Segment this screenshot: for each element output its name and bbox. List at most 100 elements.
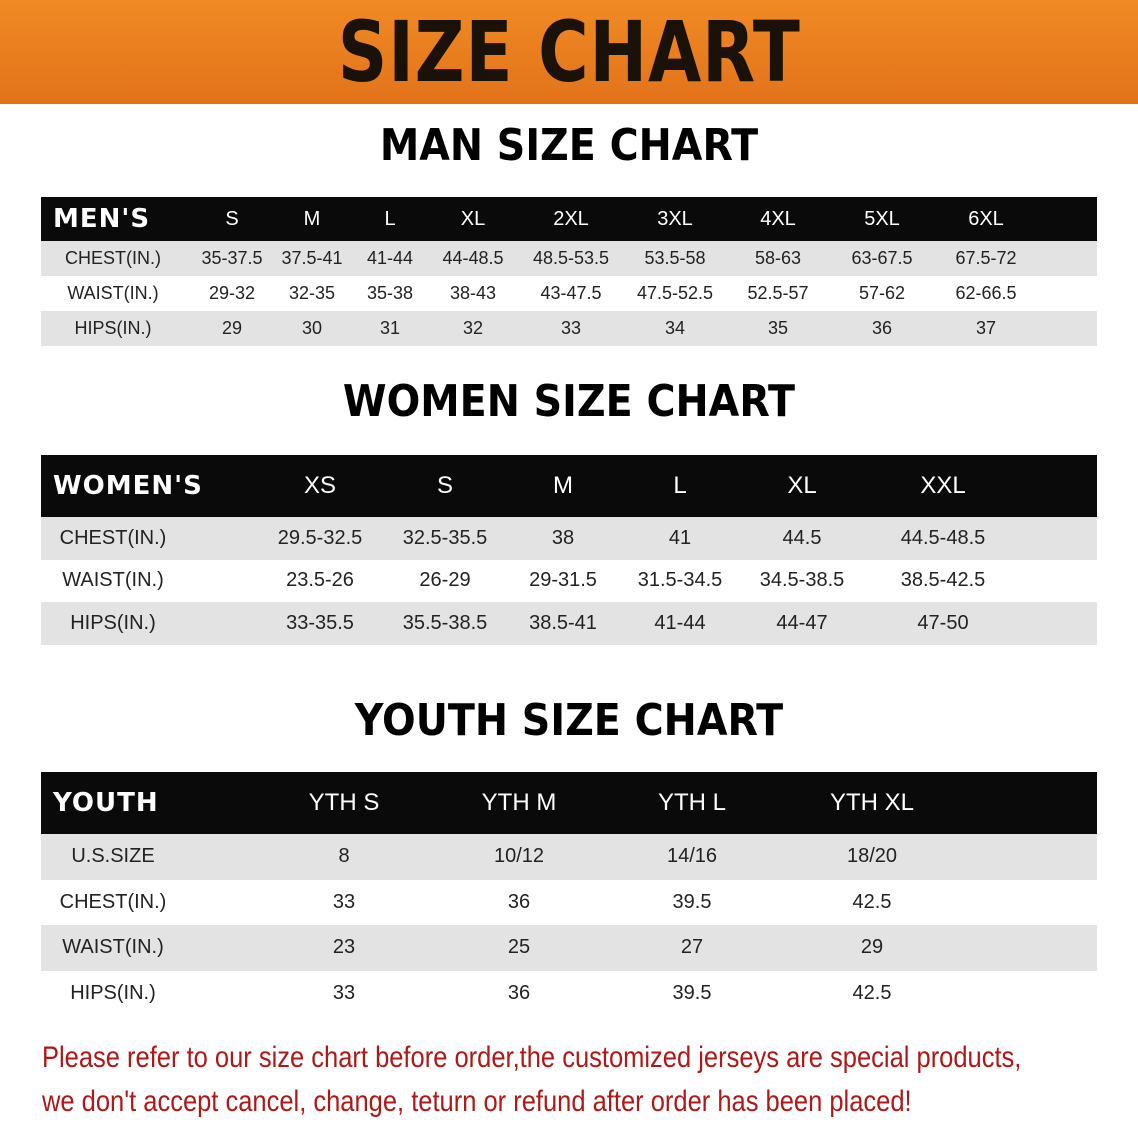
size-column-header: XXL	[920, 472, 966, 499]
size-column-header: L	[673, 472, 687, 499]
table-row: CHEST(IN.) 33 36 39.5 42.5	[41, 880, 1097, 926]
table-cell: 33	[332, 981, 356, 1004]
table-cell: 47-50	[917, 611, 969, 634]
table-cell: 10/12	[493, 845, 545, 868]
row-label: HIPS(IN.)	[74, 318, 152, 338]
table-cell: 48.5-53.5	[532, 248, 610, 268]
size-column-header: S	[436, 472, 454, 499]
banner-title: SIZE CHART	[337, 3, 801, 101]
table-header-label: WOMEN'S	[53, 471, 203, 501]
women-size-table: WOMEN'S XS S M L XL XXL CHEST(IN.) 29.5-32.5 32.5…	[41, 455, 1097, 645]
size-column-header: S	[225, 207, 239, 230]
table-cell: 33	[332, 890, 356, 913]
table-cell: 58-63	[754, 248, 802, 268]
size-column-header: XL	[460, 207, 486, 230]
table-cell: 37	[975, 318, 997, 338]
table-cell: 43-47.5	[540, 283, 602, 303]
table-cell: 18/20	[846, 845, 898, 868]
disclaimer-line-1: Please refer to our size chart before or…	[42, 1041, 1022, 1074]
table-row: HIPS(IN.) 33 36 39.5 42.5	[41, 971, 1097, 1017]
table-cell: 27	[680, 936, 704, 959]
table-row: HIPS(IN.) 29 30 31 32 33 34 35 36 37	[41, 311, 1097, 346]
table-cell: 39.5	[672, 981, 712, 1004]
table-cell: 32.5-35.5	[402, 526, 488, 549]
men-size-table: MEN'S S M L XL 2XL 3XL 4XL 5XL 6XL CHEST(IN.) 35-37…	[41, 197, 1097, 346]
table-cell: 42.5	[852, 981, 892, 1004]
table-cell: 38-43	[449, 283, 497, 303]
table-cell: 29-31.5	[529, 569, 597, 592]
table-cell: 29	[221, 318, 243, 338]
table-cell: 41	[668, 526, 692, 549]
table-cell: 14/16	[666, 845, 718, 868]
row-label: HIPS(IN.)	[70, 611, 156, 634]
size-column-header: 4XL	[760, 207, 796, 230]
table-header-label: YOUTH	[53, 788, 159, 818]
table-cell: 36	[507, 981, 531, 1004]
table-cell: 29	[860, 936, 884, 959]
table-cell: 63-67.5	[851, 248, 913, 268]
size-column-header: XL	[787, 472, 817, 499]
size-column-header: 6XL	[968, 207, 1004, 230]
size-column-header: 5XL	[864, 207, 900, 230]
table-cell: 34.5-38.5	[759, 569, 845, 592]
size-column-header: M	[553, 472, 573, 499]
size-column-header: YTH L	[657, 789, 727, 816]
women-section-title: WOMEN SIZE CHART	[342, 376, 796, 427]
table-cell: 35-38	[366, 283, 414, 303]
table-cell: 26-29	[419, 569, 471, 592]
table-cell: 44.5	[782, 526, 822, 549]
table-cell: 33-35.5	[286, 611, 354, 634]
table-cell: 62-66.5	[955, 283, 1017, 303]
table-cell: 44-47	[776, 611, 828, 634]
table-header-label: MEN'S	[53, 204, 151, 234]
youth-size-table: YOUTH YTH S YTH M YTH L YTH XL U.S.SIZE 8 10/12…	[41, 772, 1097, 1017]
table-cell: 42.5	[852, 890, 892, 913]
table-cell: 36	[871, 318, 893, 338]
table-cell: 36	[507, 890, 531, 913]
women-table-header: WOMEN'S XS S M L XL XXL	[41, 455, 1097, 517]
row-label: CHEST(IN.)	[59, 526, 167, 549]
row-label: WAIST(IN.)	[67, 283, 159, 303]
size-column-header: YTH XL	[829, 789, 915, 816]
table-cell: 67.5-72	[955, 248, 1017, 268]
table-row: HIPS(IN.) 33-35.5 35.5-38.5 38.5-41 41-44 44-…	[41, 602, 1097, 645]
youth-table-header: YOUTH YTH S YTH M YTH L YTH XL	[41, 772, 1097, 834]
row-label: WAIST(IN.)	[62, 936, 164, 959]
table-row: CHEST(IN.) 35-37.5 37.5-41 41-44 44-48.5 48.5…	[41, 241, 1097, 276]
table-cell: 32-35	[288, 283, 336, 303]
table-cell: 30	[301, 318, 323, 338]
table-cell: 31.5-34.5	[637, 569, 723, 592]
table-cell: 38	[551, 526, 575, 549]
row-label: U.S.SIZE	[71, 845, 155, 868]
table-row: WAIST(IN.) 29-32 32-35 35-38 38-43 43-47.5 47.…	[41, 276, 1097, 311]
table-cell: 23.5-26	[286, 569, 354, 592]
banner: SIZE CHART	[0, 0, 1138, 104]
table-cell: 38.5-42.5	[900, 569, 986, 592]
table-cell: 44-48.5	[442, 248, 504, 268]
youth-section-title: YOUTH SIZE CHART	[354, 695, 784, 746]
table-cell: 32	[462, 318, 484, 338]
table-cell: 34	[664, 318, 686, 338]
row-label: HIPS(IN.)	[70, 981, 156, 1004]
men-section-title: MAN SIZE CHART	[379, 120, 759, 171]
table-cell: 53.5-58	[644, 248, 706, 268]
table-row: WAIST(IN.) 23.5-26 26-29 29-31.5 31.5-34.5 34…	[41, 560, 1097, 603]
table-cell: 41-44	[366, 248, 414, 268]
table-cell: 35-37.5	[201, 248, 263, 268]
table-cell: 35.5-38.5	[402, 611, 488, 634]
table-cell: 44.5-48.5	[900, 526, 986, 549]
size-column-header: M	[303, 207, 321, 230]
table-cell: 38.5-41	[529, 611, 597, 634]
size-column-header: L	[384, 207, 396, 230]
size-column-header: 3XL	[657, 207, 693, 230]
size-column-header: 2XL	[553, 207, 589, 230]
table-cell: 33	[560, 318, 582, 338]
size-column-header: YTH M	[481, 789, 557, 816]
table-cell: 31	[379, 318, 401, 338]
men-table-header: MEN'S S M L XL 2XL 3XL 4XL 5XL 6XL	[41, 197, 1097, 241]
table-cell: 47.5-52.5	[636, 283, 714, 303]
disclaimer-line-2: we don't accept cancel, change, teturn o…	[42, 1085, 912, 1118]
table-cell: 52.5-57	[747, 283, 809, 303]
size-column-header: XS	[303, 472, 337, 499]
table-cell: 35	[767, 318, 789, 338]
